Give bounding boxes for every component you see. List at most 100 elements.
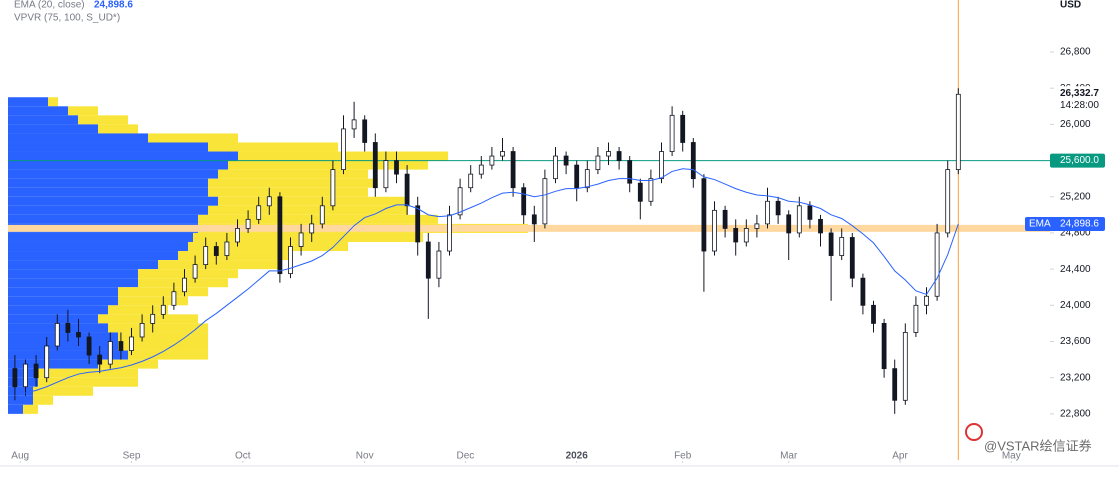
candle-body — [394, 160, 399, 175]
vp-up-bar — [8, 368, 38, 378]
x-tick-label: Mar — [780, 451, 798, 462]
candle-body — [542, 178, 548, 225]
candle-body — [743, 228, 749, 243]
vp-down-bar — [158, 260, 278, 270]
candle-body — [298, 232, 304, 247]
candle-body — [828, 232, 834, 256]
candle-body — [902, 332, 908, 401]
candle-body — [563, 155, 569, 166]
candle-body — [362, 119, 368, 143]
ema-label-box — [1025, 217, 1105, 232]
candle-body — [160, 304, 166, 315]
candle-body — [606, 151, 611, 157]
vp-down-bar — [128, 350, 208, 360]
y-tick-label: 24,800 — [1060, 228, 1091, 239]
vp-up-bar — [8, 151, 238, 161]
candle-body — [12, 368, 18, 388]
candle-body — [627, 160, 633, 184]
vp-down-bar — [108, 323, 208, 333]
ema-legend: EMA (20, close) — [14, 0, 85, 11]
vp-down-bar — [228, 160, 428, 170]
vp-up-bar — [8, 115, 78, 125]
candle-body — [754, 223, 760, 229]
vp-down-bar — [38, 377, 138, 387]
candle-body — [33, 363, 39, 379]
candle-body — [818, 218, 823, 234]
candle-body — [553, 155, 558, 180]
vp-up-bar — [8, 187, 208, 197]
candle-body — [913, 304, 919, 333]
level-label: 25,600.0 — [1060, 155, 1099, 166]
currency: USD — [1060, 0, 1081, 11]
candle-body — [881, 323, 887, 370]
last-price-label: 26,332.7 — [1060, 88, 1099, 99]
y-tick-label: 26,800 — [1060, 47, 1091, 58]
x-tick-label: Feb — [674, 451, 692, 462]
vp-up-bar — [8, 160, 228, 170]
candle-body — [849, 237, 855, 279]
candle-body — [139, 323, 145, 338]
candle-body — [712, 209, 717, 252]
watermark: @VSTAR绘信证券 — [984, 438, 1092, 453]
vp-up-bar — [8, 386, 33, 396]
vp-up-bar — [8, 124, 98, 134]
vp-up-bar — [8, 395, 33, 405]
vp-down-bar — [208, 142, 338, 152]
x-tick-label: Dec — [457, 451, 475, 462]
candle-body — [44, 345, 50, 379]
candle-body — [871, 304, 876, 324]
vp-down-bar — [108, 305, 168, 315]
candle-body — [765, 200, 770, 225]
vp-up-bar — [8, 241, 188, 252]
vp-down-bar — [98, 314, 198, 324]
candle-body — [510, 151, 516, 189]
vp-down-bar — [138, 269, 238, 279]
vp-up-bar — [8, 305, 108, 315]
vp-down-bar — [98, 359, 158, 369]
y-tick-label: 25,200 — [1060, 191, 1091, 202]
candle-body — [584, 169, 590, 189]
candle-body — [182, 277, 187, 293]
vp-down-bar — [33, 386, 93, 396]
candle-body — [404, 173, 410, 207]
candle-body — [256, 205, 262, 220]
vp-down-bar — [188, 241, 348, 252]
ema-line — [14, 168, 959, 397]
vp-down-bar — [193, 232, 423, 242]
vp-down-bar — [218, 169, 368, 179]
candle-body — [97, 354, 103, 365]
vp-down-bar — [118, 296, 188, 306]
candle-body — [775, 200, 781, 216]
candle-body — [955, 93, 961, 171]
x-tick-label: Aug — [11, 451, 29, 462]
vp-down-bar — [198, 214, 438, 224]
level-label-box — [1050, 153, 1105, 168]
vp-down-bar — [178, 251, 288, 261]
candle-body — [796, 205, 802, 234]
candle-body — [76, 332, 81, 338]
candle-body — [616, 151, 622, 161]
candle-body — [341, 128, 346, 171]
candle-body — [934, 232, 940, 297]
candle-body — [521, 187, 527, 216]
vp-up-bar — [8, 232, 193, 242]
y-tick-label: 23,600 — [1060, 336, 1091, 347]
vp-down-bar — [23, 404, 38, 414]
candle-body — [733, 228, 739, 243]
vp-down-bar — [98, 124, 138, 134]
candle-body — [171, 291, 177, 306]
candle-body — [595, 155, 601, 171]
candle-body — [224, 241, 230, 256]
candle-body — [648, 178, 654, 202]
candle-body — [23, 363, 28, 388]
x-tick-label: Apr — [892, 451, 908, 462]
vp-up-bar — [8, 287, 118, 297]
vp-up-bar — [8, 314, 98, 324]
candle-body — [892, 368, 898, 401]
vp-up-bar — [8, 377, 38, 387]
vp-up-bar — [8, 196, 218, 206]
ema-label-name: EMA — [1029, 219, 1051, 230]
y-tick-label: 24,400 — [1060, 264, 1091, 275]
vp-up-bar — [8, 251, 178, 261]
candle-body — [839, 237, 845, 256]
